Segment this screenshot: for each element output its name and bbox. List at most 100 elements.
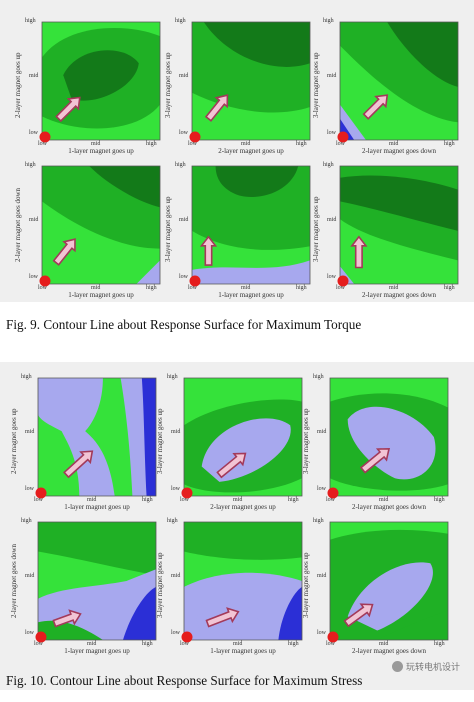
contour-region (278, 586, 302, 640)
trend-arrow (362, 94, 389, 120)
trend-arrow (52, 238, 76, 266)
y-tick-mid: mid (327, 73, 337, 79)
trend-arrow (359, 447, 391, 474)
x-tick-high: high (146, 141, 157, 147)
contour-region (141, 378, 156, 496)
x-tick-low: low (38, 285, 47, 291)
y-tick-mid: mid (327, 217, 337, 223)
contour-region (215, 166, 299, 198)
trend-arrow (63, 450, 94, 479)
y-tick-low: low (179, 130, 188, 136)
y-tick-low: low (29, 274, 38, 280)
x-tick-high: high (434, 641, 445, 647)
y-tick-high: high (323, 162, 334, 168)
contour-region (203, 22, 310, 67)
y-tick-low: low (179, 274, 188, 280)
y-tick-low: low (171, 630, 180, 636)
y-tick-mid: mid (317, 573, 327, 579)
contour-region (377, 610, 448, 640)
x-axis-label: 2-layer magnet goes down (361, 291, 437, 299)
trend-arrow (343, 603, 374, 628)
x-tick-high: high (444, 285, 455, 291)
figure-10-caption: Fig. 10. Contour Line about Response Sur… (6, 673, 363, 688)
start-point-marker (337, 275, 349, 287)
figure-10: high mid low low mid high 1-layer magnet goes … (0, 362, 474, 690)
watermark-text: 玩转电机设计 (405, 663, 460, 673)
start-point-marker (337, 131, 349, 143)
x-tick-low: low (38, 141, 47, 147)
y-tick-mid: mid (29, 217, 39, 223)
plot-frame (340, 166, 458, 284)
x-tick-low: low (180, 497, 189, 503)
contour-region (63, 50, 139, 101)
x-tick-mid: mid (389, 141, 399, 147)
y-axis-label: 3-layer magnet goes up (312, 196, 320, 262)
plot-frame (38, 378, 156, 496)
x-tick-high: high (142, 497, 153, 503)
contour-region (38, 378, 115, 496)
x-tick-low: low (34, 641, 43, 647)
trend-arrow (350, 235, 368, 269)
x-axis-label: 2-layer magnet goes up (210, 503, 276, 511)
start-point-marker (189, 275, 201, 287)
start-point-marker (39, 275, 51, 287)
start-point-marker (39, 131, 51, 143)
x-tick-mid: mid (379, 641, 389, 647)
x-tick-low: low (336, 285, 345, 291)
plot-frame (184, 522, 302, 640)
y-tick-high: high (167, 518, 178, 524)
y-tick-high: high (167, 374, 178, 380)
start-point-marker (327, 487, 339, 499)
y-tick-mid: mid (171, 429, 181, 435)
x-tick-high: high (288, 641, 299, 647)
contour-region (89, 166, 160, 208)
contour-region (38, 522, 156, 576)
x-tick-mid: mid (87, 497, 97, 503)
figure-9: high mid low low mid high 1-layer magnet goes … (0, 0, 474, 302)
x-tick-high: high (434, 497, 445, 503)
y-tick-mid: mid (179, 217, 189, 223)
x-tick-mid: mid (91, 141, 101, 147)
y-tick-high: high (175, 18, 186, 24)
x-axis-label: 2-layer magnet goes down (361, 147, 437, 155)
trend-arrow (204, 94, 229, 122)
trend-arrow (205, 607, 240, 628)
x-tick-low: low (326, 641, 335, 647)
y-tick-high: high (175, 162, 186, 168)
y-tick-high: high (25, 18, 36, 24)
y-tick-mid: mid (25, 429, 35, 435)
plot-frame (340, 22, 458, 140)
contour-region (122, 586, 156, 640)
y-tick-high: high (313, 518, 324, 524)
start-point-marker (35, 631, 47, 643)
y-tick-low: low (25, 630, 34, 636)
start-point-marker (189, 131, 201, 143)
plot-frame (42, 22, 160, 140)
y-tick-mid: mid (29, 73, 39, 79)
x-tick-low: low (34, 497, 43, 503)
plot-frame (330, 378, 448, 496)
contour-region (136, 260, 160, 284)
y-tick-low: low (317, 486, 326, 492)
x-tick-high: high (296, 141, 307, 147)
contour-region (38, 620, 103, 640)
y-tick-high: high (21, 518, 32, 524)
x-axis-label: 2-layer magnet goes down (351, 503, 427, 511)
x-tick-mid: mid (379, 497, 389, 503)
plot-frame (42, 166, 160, 284)
watermark: 玩转电机设计 (391, 660, 460, 673)
x-tick-mid: mid (241, 141, 251, 147)
start-point-marker (181, 631, 193, 643)
x-axis-label: 2-layer magnet goes up (218, 147, 284, 155)
x-axis-label: 2-layer magnet goes down (351, 647, 427, 655)
y-tick-high: high (25, 162, 36, 168)
y-tick-mid: mid (171, 573, 181, 579)
x-axis-label: 1-layer magnet goes up (210, 647, 276, 655)
y-tick-low: low (29, 130, 38, 136)
y-tick-mid: mid (25, 573, 35, 579)
x-tick-mid: mid (233, 497, 243, 503)
plot-frame (38, 522, 156, 640)
plot-frame (330, 522, 448, 640)
x-tick-mid: mid (87, 641, 97, 647)
x-axis-label: 1-layer magnet goes up (68, 291, 134, 299)
